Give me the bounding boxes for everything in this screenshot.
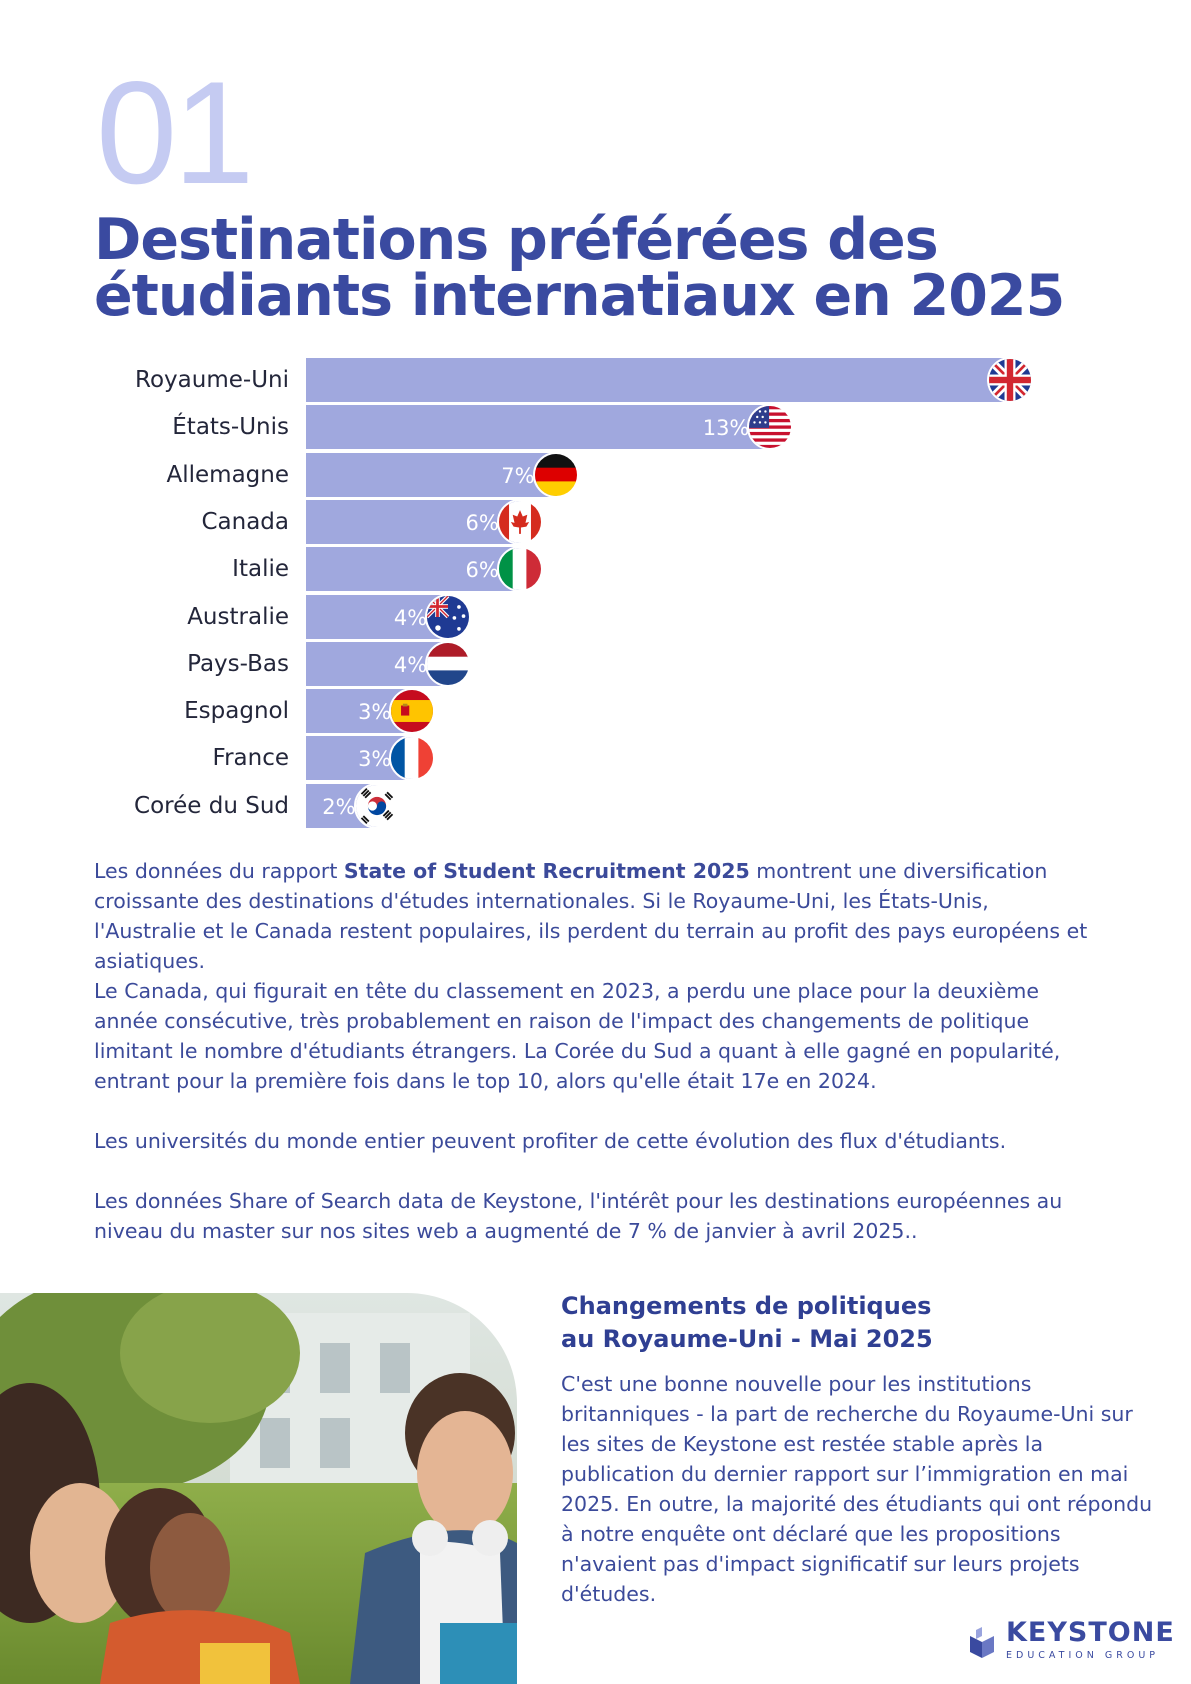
- bar-category-label: Corée du Sud: [134, 792, 289, 819]
- bar-category-label: Pays-Bas: [187, 650, 289, 677]
- bar-value-label: 2%: [322, 794, 356, 819]
- policy-changes-text: C'est une bonne nouvelle pour les instit…: [561, 1372, 1153, 1606]
- title-line-1: Destinations préférées des: [94, 207, 939, 273]
- bar-category-label: États-Unis: [172, 414, 289, 441]
- bar: [306, 499, 521, 544]
- spain-flag-icon: [389, 688, 436, 735]
- bar-category-label: Australie: [187, 603, 289, 630]
- us-flag-icon: [747, 404, 794, 451]
- keystone-logo: KEYSTONE EDUCATION GROUP: [968, 1616, 1174, 1666]
- policy-title-line-2: au Royaume-Uni - Mai 2025: [561, 1325, 933, 1353]
- italy-flag-icon: [496, 546, 543, 593]
- bar-category-label: Allemagne: [166, 461, 290, 488]
- bar-category-label: Italie: [232, 556, 289, 583]
- bar-value-label: 4%: [393, 652, 428, 677]
- students-photo: [0, 1293, 517, 1684]
- bar-category-label: France: [212, 745, 289, 772]
- page-title: Destinations préférées des étudiants int…: [94, 207, 1094, 329]
- bar-value-label: 4%: [393, 605, 428, 630]
- bar: [306, 405, 772, 450]
- paragraph-1-pre: Les données du rapport: [94, 859, 344, 883]
- bar: [306, 547, 521, 592]
- policy-title-line-1: Changements de politiques: [561, 1292, 932, 1320]
- bar-value-label: 3%: [358, 747, 392, 772]
- bar-value-label: 6%: [465, 558, 499, 583]
- keystone-cube-icon: [970, 1627, 994, 1658]
- destinations-bar-chart: Royaume-Uni États-Unis 13% Allemagne 7% Canad…: [0, 0, 1191, 840]
- paragraph-2: Le Canada, qui figurait en tête du class…: [94, 979, 1061, 1093]
- bar: [306, 358, 1012, 402]
- report-name: State of Student Recruitment 2025: [343, 859, 750, 883]
- logo-name: KEYSTONE: [1006, 1617, 1175, 1648]
- bar-value-label: 13%: [702, 416, 750, 441]
- paragraph-1: Les données du rapport State of Student …: [94, 856, 1094, 976]
- france-flag-icon: [389, 735, 436, 782]
- bar-value-label: 6%: [465, 510, 499, 535]
- australia-flag-icon: [425, 593, 472, 640]
- germany-flag-icon: [532, 451, 579, 498]
- title-line-2: étudiants internatiaux en 2025: [94, 263, 1065, 329]
- bar-category-label: Canada: [201, 508, 289, 535]
- south-korea-flag-icon: [353, 782, 400, 829]
- logo-subtitle: EDUCATION GROUP: [1006, 1650, 1159, 1661]
- bar-category-label: Royaume-Uni: [135, 367, 289, 393]
- uk-flag-icon: [987, 357, 1034, 403]
- paragraph-4: Les données Share of Search data de Keys…: [94, 1189, 1063, 1243]
- bar-category-label: Espagnol: [184, 698, 289, 725]
- section-number: 01: [96, 51, 254, 214]
- paragraph-3: Les universités du monde entier peuvent …: [94, 1129, 1007, 1153]
- netherlands-flag-icon: [425, 640, 472, 687]
- bar: [306, 452, 557, 497]
- bar-value-label: 7%: [501, 463, 535, 488]
- paragraph-1-post: montrent une diversification croissante …: [94, 859, 1088, 973]
- policy-changes-title: Changements de politiques au Royaume-Uni…: [561, 1290, 1081, 1356]
- bar-value-label: 3%: [358, 700, 392, 725]
- canada-flag-icon: [496, 498, 543, 545]
